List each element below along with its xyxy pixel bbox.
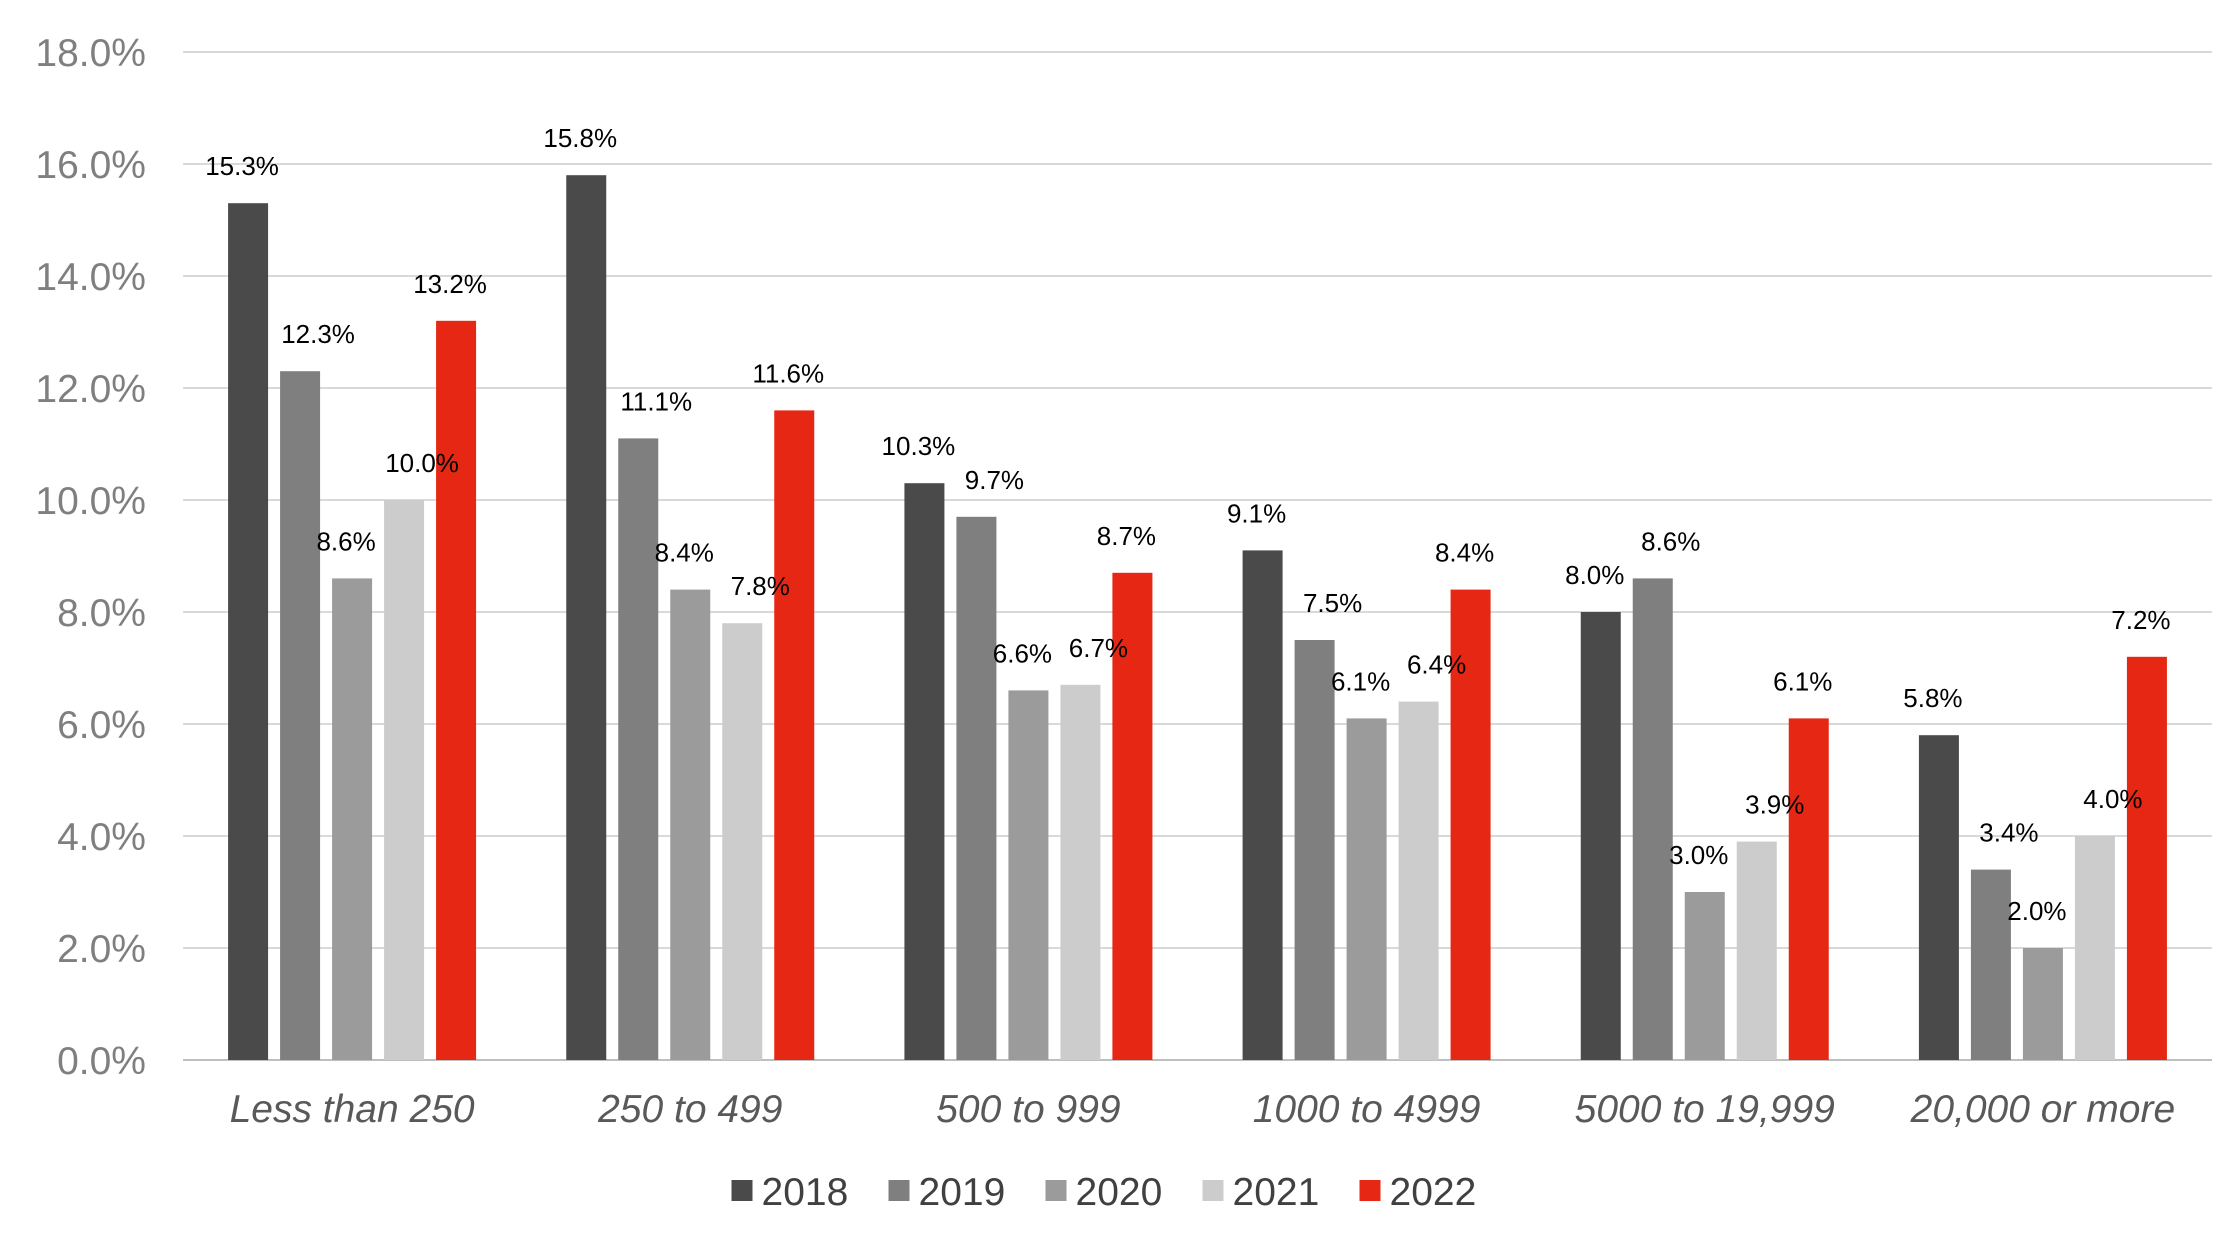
bar-2021	[2074, 836, 2115, 1060]
bar-2020	[332, 578, 373, 1060]
data-label-2020: 6.6%	[993, 638, 1052, 668]
bar-2022	[436, 320, 477, 1060]
data-label-2018: 10.3%	[882, 431, 956, 461]
x-category-label: 5000 to 19,999	[1575, 1088, 1835, 1131]
data-label-2021: 7.8%	[731, 571, 790, 601]
bar-2019	[1632, 578, 1673, 1060]
bar-2018	[1242, 550, 1283, 1060]
y-tick-label: 18.0%	[35, 32, 146, 75]
bar-2020	[1346, 718, 1387, 1060]
data-label-2018: 5.8%	[1903, 683, 1962, 713]
bar-2018	[228, 203, 269, 1060]
data-label-2022: 11.6%	[752, 358, 824, 388]
data-label-2020: 3.0%	[1669, 840, 1728, 870]
bar-2021	[722, 623, 763, 1060]
legend-swatch-2018	[731, 1180, 753, 1201]
legend: 2018 2019 2020 2021 2022	[731, 1171, 1477, 1214]
x-category-label: Less than 250	[230, 1088, 475, 1131]
legend-label-2020: 2020	[1076, 1171, 1163, 1214]
legend-label-2018: 2018	[762, 1171, 849, 1214]
bar-2018	[904, 483, 945, 1060]
legend-swatch-2021	[1202, 1180, 1224, 1201]
legend-label-2022: 2022	[1390, 1171, 1477, 1214]
bar-2022	[2126, 656, 2167, 1060]
y-tick-label: 16.0%	[35, 144, 146, 187]
data-label-2020: 8.4%	[655, 538, 714, 568]
data-label-2019: 8.6%	[1641, 526, 1700, 556]
data-label-2020: 6.1%	[1331, 666, 1390, 696]
bar-2019	[280, 371, 321, 1060]
bar-2018	[566, 175, 607, 1060]
bar-2021	[1736, 841, 1777, 1060]
x-category-label: 20,000 or more	[1910, 1088, 2176, 1131]
y-tick-label: 2.0%	[57, 928, 146, 971]
data-label-2018: 15.3%	[205, 151, 279, 181]
bar-2018	[1580, 612, 1621, 1060]
legend-label-2021: 2021	[1233, 1171, 1320, 1214]
legend-swatch-2020	[1045, 1180, 1067, 1201]
bars	[228, 175, 2167, 1060]
data-label-2020: 8.6%	[316, 526, 375, 556]
bar-2021	[1398, 701, 1439, 1060]
y-tick-label: 8.0%	[57, 592, 146, 635]
bar-2020	[670, 589, 711, 1060]
data-label-2020: 2.0%	[2007, 896, 2066, 926]
bar-2021	[384, 500, 425, 1060]
data-label-2019: 7.5%	[1303, 588, 1362, 618]
data-label-2021: 10.0%	[385, 448, 459, 478]
data-label-2021: 3.9%	[1745, 790, 1804, 820]
y-axis-ticks: 0.0% 2.0% 4.0% 6.0% 8.0% 10.0% 12.0% 14.0% 16.0%…	[35, 32, 146, 1083]
legend-label-2019: 2019	[919, 1171, 1006, 1214]
data-label-2019: 3.4%	[1979, 818, 2038, 848]
data-label-2022: 6.1%	[1773, 666, 1832, 696]
data-label-2019: 11.1%	[620, 386, 692, 416]
y-tick-label: 14.0%	[35, 256, 146, 299]
legend-swatch-2022	[1359, 1180, 1381, 1201]
y-tick-label: 4.0%	[57, 816, 146, 859]
x-category-label: 1000 to 4999	[1253, 1088, 1481, 1131]
data-label-2022: 13.2%	[413, 269, 487, 299]
y-tick-label: 6.0%	[57, 704, 146, 747]
data-label-2021: 4.0%	[2083, 784, 2142, 814]
bar-2022	[1112, 572, 1153, 1060]
bar-2019	[1294, 640, 1335, 1060]
data-label-2018: 8.0%	[1565, 560, 1624, 590]
data-label-2021: 6.4%	[1407, 650, 1466, 680]
y-tick-label: 10.0%	[35, 480, 146, 523]
bar-2020	[1684, 892, 1725, 1060]
x-category-label: 250 to 499	[597, 1088, 782, 1131]
bar-2020	[1008, 690, 1049, 1060]
data-labels: 15.3% 12.3% 8.6% 10.0% 13.2% 15.8% 11.1% 8.4% 7.…	[205, 123, 2170, 926]
bar-2022	[1788, 718, 1829, 1060]
gridlines	[183, 51, 2212, 1061]
bar-2019	[1970, 869, 2011, 1060]
data-label-2019: 9.7%	[965, 465, 1024, 495]
bar-2019	[956, 516, 997, 1060]
bar-2019	[618, 438, 659, 1060]
y-tick-label: 0.0%	[57, 1040, 146, 1083]
data-label-2019: 12.3%	[281, 319, 355, 349]
x-category-label: 500 to 999	[936, 1088, 1120, 1131]
bar-2018	[1918, 735, 1959, 1060]
x-axis-categories: Less than 250 250 to 499 500 to 999 1000 to…	[230, 1088, 2176, 1131]
data-label-2022: 8.4%	[1435, 538, 1494, 568]
y-tick-label: 12.0%	[35, 368, 146, 411]
legend-swatch-2019	[888, 1180, 910, 1201]
bar-2021	[1060, 684, 1101, 1060]
data-label-2022: 8.7%	[1097, 521, 1156, 551]
data-label-2018: 15.8%	[543, 123, 617, 153]
data-label-2022: 7.2%	[2111, 605, 2170, 635]
bar-2020	[2022, 948, 2063, 1060]
bar-2022	[1450, 589, 1491, 1060]
data-label-2021: 6.7%	[1069, 633, 1128, 663]
bar-2022	[774, 410, 815, 1060]
data-label-2018: 9.1%	[1227, 498, 1286, 528]
